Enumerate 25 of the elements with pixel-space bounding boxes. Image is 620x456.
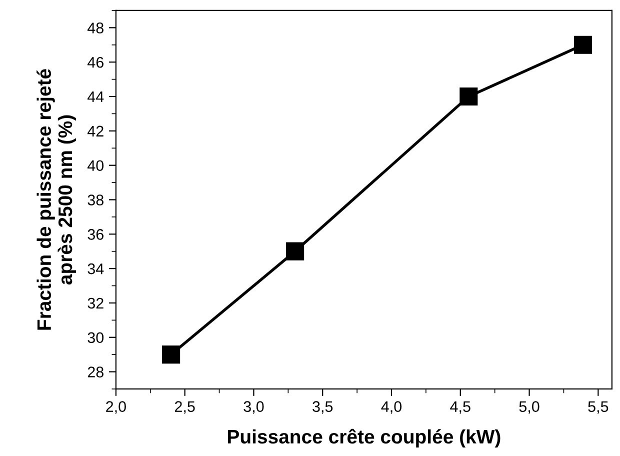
y-tick-label: 46 (87, 56, 104, 68)
x-tick-label: 4,0 (381, 401, 402, 414)
y-tick-label: 28 (88, 366, 104, 378)
y-tick-label: 40 (87, 160, 104, 172)
point (162, 346, 180, 364)
x-tick-label: 3,0 (244, 401, 264, 414)
y-tick-label: 42 (87, 126, 104, 136)
y-tick-label: 44 (87, 92, 104, 102)
y-tick-label: 48 (87, 22, 104, 34)
y-tick-label: 38 (88, 194, 104, 206)
y-tick-label: 34 (88, 263, 104, 274)
x-axis-title: Puissance crête couplée (kW) (228, 428, 500, 448)
y-tick-label: 30 (88, 332, 104, 344)
y-tick-label: 32 (88, 298, 104, 309)
point (286, 242, 304, 260)
x-tick-label: 2,5 (174, 401, 195, 414)
y-axis-title: Fraction de puissance rejeté après 2500 nm (%) (36, 69, 76, 330)
x-tick-label: 5,0 (519, 401, 540, 414)
y-tick-label: 36 (88, 229, 104, 240)
x-tick-label: 2,0 (106, 401, 126, 414)
x-tick-label: 3,5 (312, 401, 333, 414)
point (574, 36, 592, 54)
point (460, 87, 478, 106)
x-tick-label: 4,5 (450, 401, 470, 414)
x-tick-label: 5,5 (588, 401, 608, 414)
